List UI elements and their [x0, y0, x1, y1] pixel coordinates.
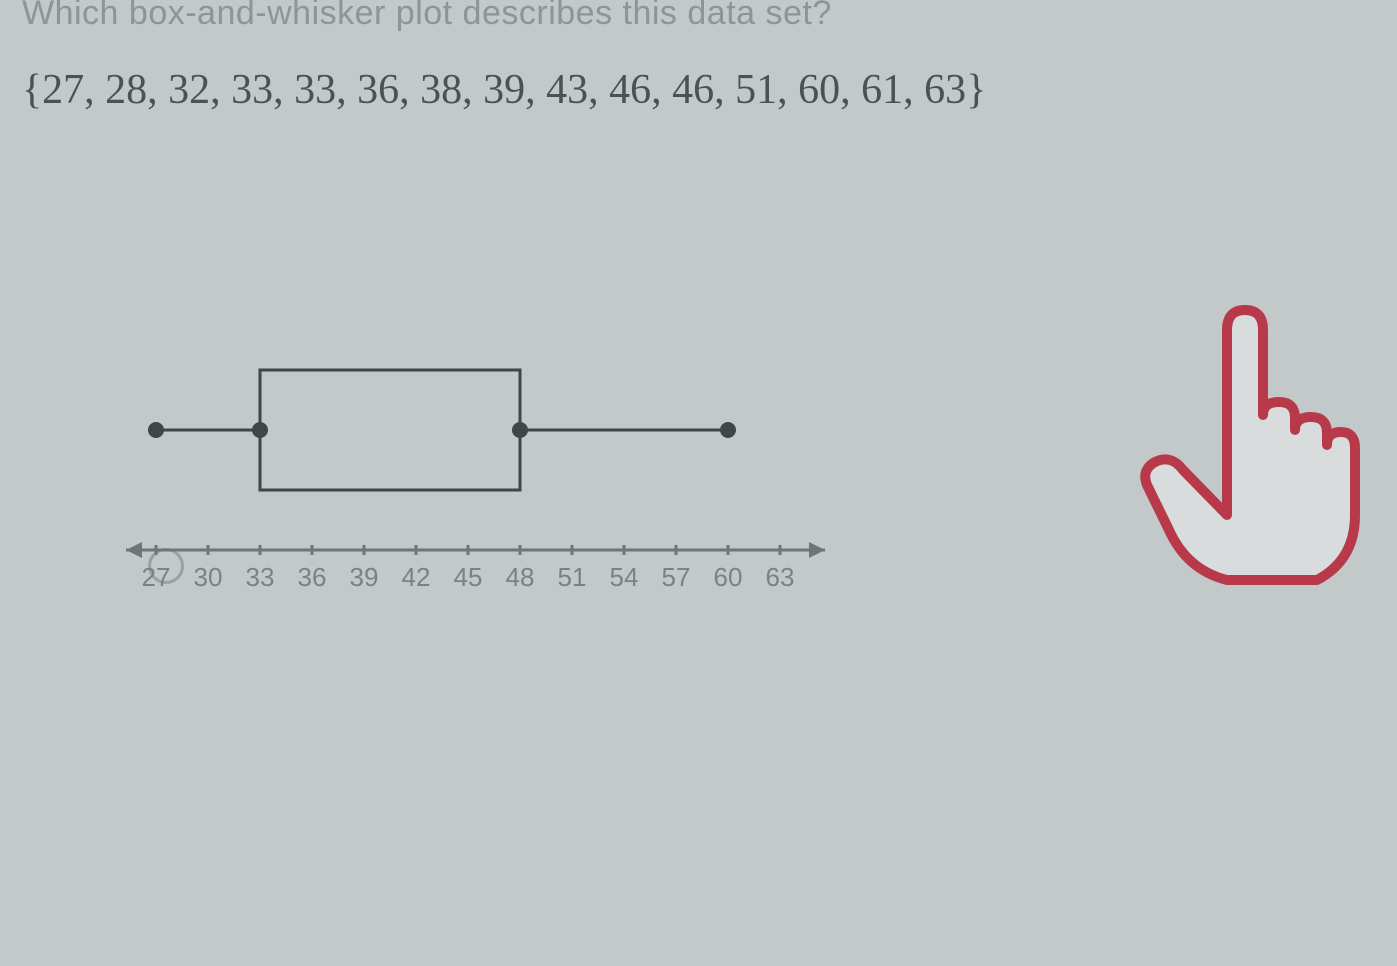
svg-text:57: 57: [662, 562, 691, 592]
question-text: Which box-and-whisker plot describes thi…: [22, 0, 832, 33]
dataset-text: {27, 28, 32, 33, 33, 36, 38, 39, 43, 46,…: [22, 66, 986, 114]
boxplot-svg: 27 30 33 36 39 42 45 48 51 54 57 60 63: [106, 300, 886, 620]
svg-text:36: 36: [298, 562, 327, 592]
svg-text:48: 48: [506, 562, 535, 592]
svg-text:39: 39: [350, 562, 379, 592]
svg-text:51: 51: [558, 562, 587, 592]
svg-text:63: 63: [766, 562, 795, 592]
boxplot-option[interactable]: 27 30 33 36 39 42 45 48 51 54 57 60 63: [106, 300, 886, 620]
svg-text:45: 45: [454, 562, 483, 592]
hand-path: [1145, 310, 1355, 580]
svg-text:27: 27: [142, 562, 171, 592]
svg-text:60: 60: [714, 562, 743, 592]
svg-text:33: 33: [246, 562, 275, 592]
hand-cursor-icon: [1117, 300, 1377, 600]
svg-text:54: 54: [610, 562, 639, 592]
svg-text:42: 42: [402, 562, 431, 592]
svg-text:30: 30: [194, 562, 223, 592]
